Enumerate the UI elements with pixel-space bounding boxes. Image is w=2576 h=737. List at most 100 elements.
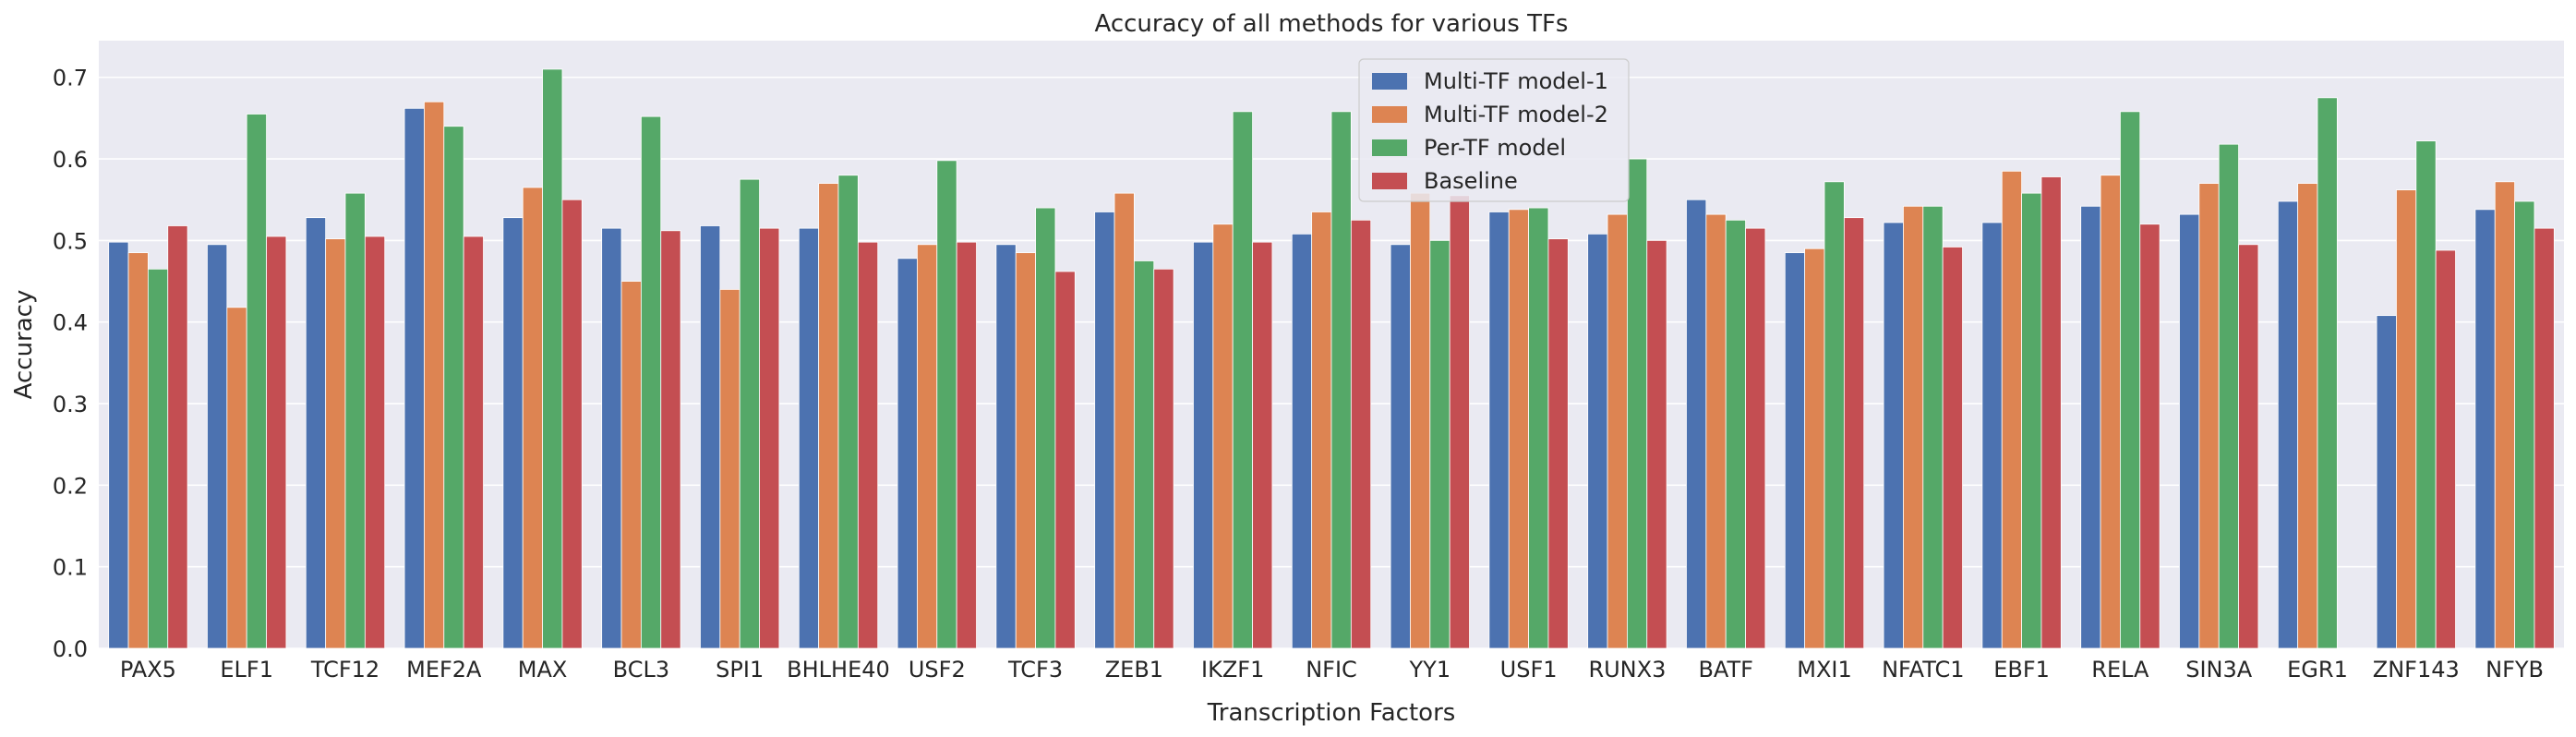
bar	[739, 178, 760, 649]
bar	[305, 217, 327, 649]
bar	[995, 244, 1017, 649]
bar	[601, 227, 622, 649]
bar	[1252, 241, 1273, 649]
bar	[2514, 200, 2535, 649]
x-tick-label: SIN3A	[2185, 657, 2253, 683]
bar	[2080, 205, 2101, 649]
bar	[2238, 244, 2259, 649]
bar	[2139, 224, 2161, 649]
bar	[2415, 140, 2437, 649]
legend: Multi-TF model-1 Multi-TF model-2 Per-TF m…	[1358, 58, 1630, 202]
bar	[1547, 238, 1569, 649]
x-tick-label: NFATC1	[1882, 657, 1964, 683]
y-tick-label: 0.2	[53, 473, 88, 499]
x-tick-label: RELA	[2091, 657, 2149, 683]
bar	[1390, 244, 1411, 649]
bar	[1054, 271, 1076, 649]
bar	[1410, 192, 1431, 649]
bar	[1607, 213, 1628, 649]
bar	[700, 225, 721, 649]
bar	[1804, 248, 1825, 649]
bar	[1113, 192, 1135, 649]
x-tick-label: SPI1	[716, 657, 764, 683]
bar	[443, 126, 464, 649]
legend-label: Baseline	[1424, 168, 1518, 194]
bar	[1311, 211, 1332, 649]
bar	[2396, 189, 2417, 649]
bar	[1232, 111, 1253, 649]
bar	[917, 244, 938, 649]
bar	[325, 238, 346, 649]
bar	[1627, 158, 1648, 649]
bar	[2474, 209, 2496, 649]
bar	[837, 175, 859, 649]
bar	[108, 241, 129, 649]
bar	[936, 160, 957, 649]
x-tick-label: ZEB1	[1105, 657, 1163, 683]
legend-box	[1358, 58, 1630, 202]
bar	[897, 258, 918, 649]
legend-label: Multi-TF model-1	[1424, 68, 1608, 94]
bar	[759, 227, 780, 649]
y-axis-label: Accuracy	[10, 290, 38, 400]
bar	[463, 236, 484, 649]
bar	[1015, 252, 1036, 649]
bar	[1942, 247, 1963, 649]
y-tick-label: 0.6	[53, 147, 88, 173]
bar	[2001, 170, 2022, 649]
bar	[1330, 111, 1352, 649]
bar	[1883, 222, 1904, 649]
bar	[2040, 176, 2062, 649]
x-tick-label: EBF1	[1993, 657, 2050, 683]
bar	[1193, 241, 1214, 649]
x-tick-label: MXI1	[1797, 657, 1852, 683]
x-tick-label: IKZF1	[1201, 657, 1264, 683]
bar	[364, 236, 386, 649]
legend-label: Per-TF model	[1424, 135, 1566, 161]
bar	[1705, 213, 1727, 649]
legend-swatch	[1372, 106, 1407, 123]
bar	[1686, 199, 1707, 649]
chart-title: Accuracy of all methods for various TFs	[1095, 10, 1569, 38]
bar	[2317, 97, 2338, 649]
x-tick-label: ELF1	[220, 657, 273, 683]
bar	[2179, 213, 2200, 649]
bar	[2494, 181, 2515, 649]
bar	[1824, 181, 1845, 649]
x-tick-label: NFIC	[1306, 657, 1357, 683]
bar	[798, 227, 820, 649]
legend-swatch	[1372, 173, 1407, 189]
bar	[502, 217, 524, 649]
bar	[1981, 222, 2003, 649]
bar	[1903, 205, 1924, 649]
bar	[207, 244, 228, 649]
x-tick-label: EGR1	[2287, 657, 2348, 683]
bar	[1922, 205, 1944, 649]
bar	[1488, 211, 1510, 649]
bar	[1725, 219, 1746, 649]
bar	[2100, 175, 2121, 649]
bar	[1212, 224, 1234, 649]
bar	[522, 187, 543, 649]
bar	[542, 68, 563, 649]
bar	[956, 241, 977, 649]
bar	[620, 281, 642, 649]
bar	[641, 115, 662, 649]
bar	[226, 307, 247, 649]
bar	[660, 230, 681, 649]
y-axis-ticks: 0.0 0.1 0.2 0.3 0.4 0.5 0.6 0.7	[53, 66, 88, 662]
y-tick-label: 0.1	[53, 555, 88, 581]
legend-label: Multi-TF model-2	[1424, 102, 1608, 127]
y-tick-label: 0.0	[53, 636, 88, 662]
bar	[2119, 111, 2141, 649]
bar	[1646, 239, 1667, 649]
bar	[1587, 233, 1608, 649]
bar	[1528, 207, 1549, 649]
bar	[2376, 315, 2397, 649]
bar	[344, 192, 366, 649]
y-tick-label: 0.4	[53, 310, 88, 336]
bar	[2297, 183, 2318, 649]
bar	[2534, 227, 2555, 649]
x-tick-label: BCL3	[613, 657, 669, 683]
